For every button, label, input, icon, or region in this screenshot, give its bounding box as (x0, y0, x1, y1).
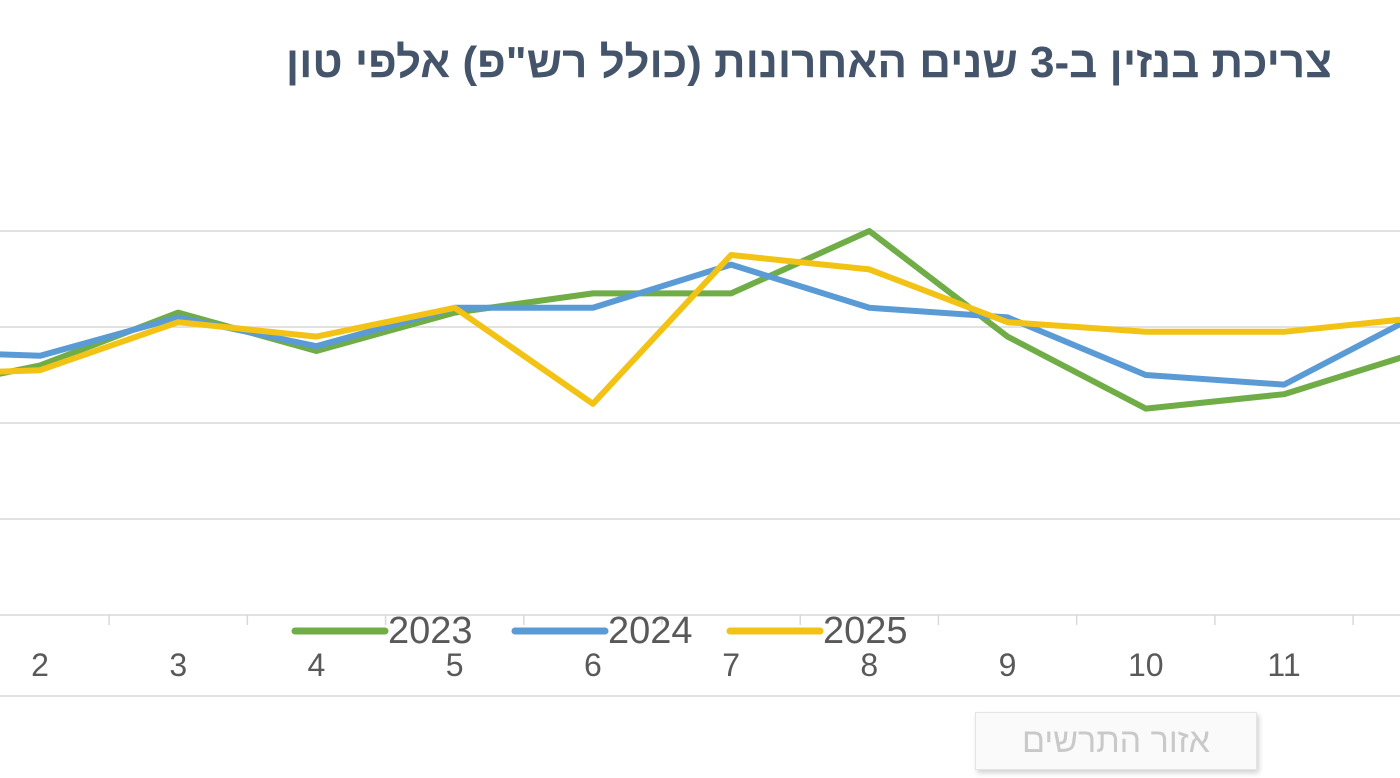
x-tick-label: 3 (169, 647, 187, 683)
x-tick-label: 7 (722, 647, 740, 683)
x-tick-label: 6 (584, 647, 602, 683)
chart-area-tooltip: אזור התרשים (975, 712, 1257, 770)
legend-label-2023: 2023 (388, 610, 473, 652)
x-tick-label: 4 (308, 647, 326, 683)
series-line-2023 (0, 228, 1400, 412)
tooltip-label: אזור התרשים (1022, 721, 1211, 760)
series-lines (0, 228, 1400, 412)
x-tick-label: 10 (1128, 647, 1164, 683)
x-tick-label: 9 (999, 647, 1017, 683)
legend: 2023 2024 2025 (291, 610, 908, 652)
series-line-2024 (0, 261, 1400, 388)
legend-label-2024: 2024 (608, 610, 693, 652)
x-tick-label: 11 (1267, 647, 1300, 683)
x-tick-label: 5 (446, 647, 464, 683)
x-axis: 2 3 4 5 6 7 8 9 10 11 (0, 614, 1400, 697)
x-tick-label: 2 (31, 647, 49, 683)
chart-title: צריכת בנזין ב-3 שנים האחרונות (כולל רש"פ… (285, 38, 1332, 87)
series-line-2025 (0, 252, 1400, 407)
legend-label-2025: 2025 (823, 610, 908, 652)
x-tick-label: 8 (860, 647, 878, 683)
